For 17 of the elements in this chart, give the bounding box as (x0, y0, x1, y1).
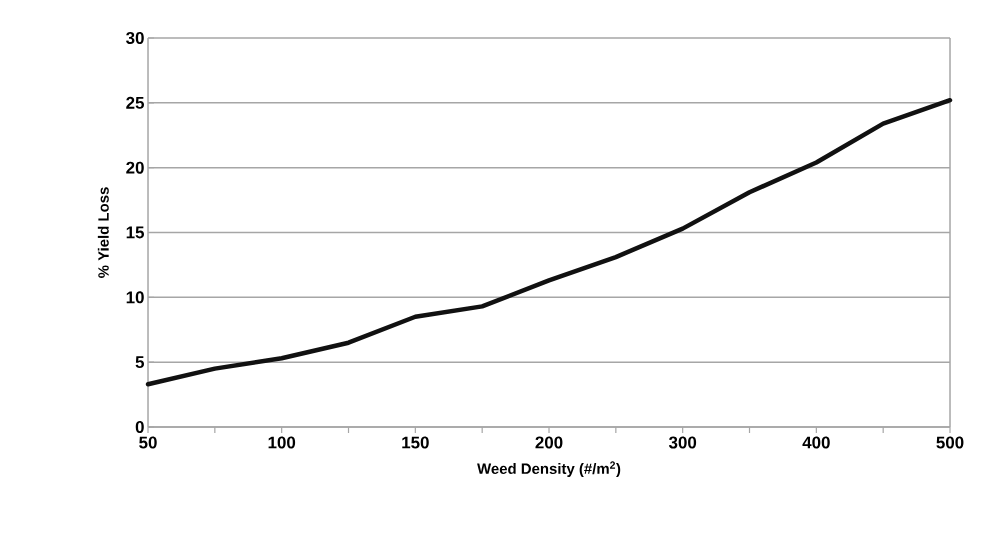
x-tick-label: 500 (936, 436, 964, 449)
x-tick-label: 200 (535, 436, 563, 449)
y-tick-label: 25 (126, 96, 145, 109)
y-tick-label: 5 (135, 356, 145, 369)
x-tick-label: 400 (802, 436, 830, 449)
x-tick-label: 50 (139, 436, 157, 449)
y-tick-label: 30 (126, 31, 144, 44)
y-tick-label: 0 (135, 420, 144, 433)
x-tick-label: 150 (402, 436, 429, 449)
y-tick-label: 15 (126, 226, 145, 239)
x-tick-label: 100 (268, 436, 296, 449)
y-axis-title: % Yield Loss (97, 187, 109, 278)
x-axis-title: Weed Density (#/m$^{2}$) (477, 461, 621, 477)
y-tick-label: 20 (126, 161, 144, 174)
x-tick-label: 300 (668, 436, 697, 449)
line-series (145, 97, 953, 387)
y-tick-label: 10 (126, 291, 144, 304)
